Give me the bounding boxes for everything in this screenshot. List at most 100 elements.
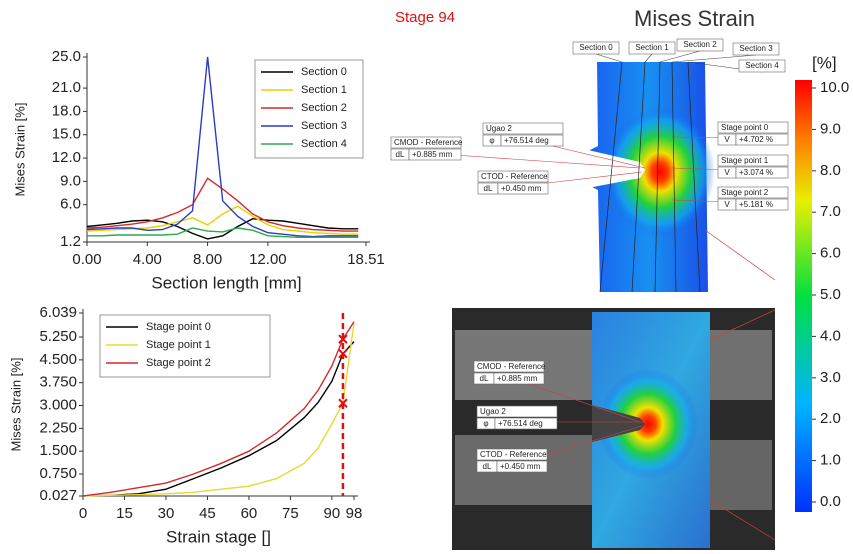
colorbar [795, 80, 812, 512]
y-tick-label: 6.039 [39, 304, 77, 321]
annotation-title: CMOD - Reference [477, 362, 546, 371]
colorbar-tick-label: 10.0 [820, 79, 849, 96]
annotation-symbol: dL [396, 150, 405, 159]
colorbar-tick-label: 3.0 [820, 369, 841, 386]
legend-label: Stage point 1 [146, 339, 211, 351]
y-tick-label: 3.750 [39, 374, 77, 391]
annotation-title: Ugao 2 [486, 124, 512, 133]
y-axis-title: Mises Strain [%] [12, 103, 27, 197]
y-tick-label: 15.0 [52, 126, 81, 143]
annotation-title-box [717, 154, 789, 167]
x-tick-label: 15 [116, 505, 133, 522]
annotation-title: Stage point 0 [721, 123, 769, 132]
section-leader [595, 53, 623, 63]
x-tick-label: 75 [282, 505, 299, 522]
x-tick-label: 30 [158, 505, 175, 522]
section-label-box [572, 41, 620, 55]
x-tick-label: 0.00 [72, 251, 101, 268]
annotation-cell [493, 372, 545, 385]
stage-marker [338, 398, 348, 408]
stage-marker [338, 348, 348, 359]
annotation-symbol: φ [483, 419, 488, 428]
legend-label: Section 0 [301, 66, 347, 78]
annotation-title-box [476, 405, 558, 418]
annotation-cell [735, 166, 789, 179]
annotation-value: +5.181 % [739, 200, 773, 209]
y-tick-label: 18.0 [52, 102, 81, 119]
annotation-title-box [476, 448, 548, 461]
x-tick-label: 60 [241, 505, 258, 522]
colorbar-tick-label: 9.0 [820, 120, 841, 137]
legend-label: Stage point 2 [146, 357, 211, 369]
annotation-cell [408, 148, 462, 161]
y-tick-label: 12.0 [52, 149, 81, 166]
section-label: Section 1 [635, 43, 669, 52]
section-label: Section 3 [739, 44, 773, 53]
colorbar-tick-label: 2.0 [820, 410, 841, 427]
x-tick-label: 90 [324, 505, 341, 522]
guide-line [704, 229, 776, 281]
y-tick-label: 6.0 [60, 196, 81, 213]
section-line [654, 61, 661, 293]
annotation-cell [497, 182, 549, 195]
y-tick-label: 21.0 [52, 79, 81, 96]
annotation-value: +0.450 mm [500, 462, 541, 471]
series-line [82, 323, 355, 497]
grip [710, 330, 772, 400]
section-label-box [676, 38, 724, 52]
annotation-title: Ugao 2 [480, 407, 506, 416]
x-tick-label: 45 [199, 505, 216, 522]
series-line [86, 177, 359, 232]
section-line [671, 61, 677, 293]
section-label-box [732, 42, 780, 56]
legend-label: Section 3 [301, 120, 347, 132]
x-tick-label: 98 [346, 505, 363, 522]
grip [710, 440, 772, 510]
section-label: Section 0 [579, 43, 613, 52]
x-tick-label: 4.00 [133, 251, 162, 268]
legend-box [254, 59, 364, 159]
image-title: Mises Strain [634, 6, 755, 31]
section-line [631, 61, 646, 293]
legend-label: Section 2 [301, 102, 347, 114]
y-tick-label: 1.500 [39, 442, 77, 459]
guide-line [709, 309, 776, 341]
colorbar-title: [%] [812, 53, 837, 72]
annotation-value: +0.885 mm [497, 374, 538, 383]
section-label: Section 2 [683, 40, 717, 49]
annotation-cell [496, 460, 548, 473]
annotation-title-box [717, 186, 789, 199]
series-line [82, 321, 355, 497]
annotation-leader [508, 376, 641, 423]
annotation-cell [735, 133, 789, 146]
series-line [86, 205, 359, 235]
stage-label: Stage 94 [395, 9, 455, 26]
section-line [687, 61, 701, 293]
legend-box [99, 314, 271, 378]
top-image [588, 62, 776, 292]
legend-label: Section 1 [301, 84, 347, 96]
stage-marker [338, 334, 348, 344]
y-axis-title: Mises Strain [%] [8, 358, 23, 452]
y-tick-label: 25.0 [52, 48, 81, 65]
guide-line [709, 499, 776, 541]
series-line [82, 341, 355, 497]
annotation-title: CTOD - Reference [480, 450, 547, 459]
colorbar-tick-label: 8.0 [820, 162, 841, 179]
y-tick-label: 0.027 [39, 487, 77, 504]
colorbar-tick-label: 7.0 [820, 203, 841, 220]
annotation-title-box [717, 121, 789, 134]
x-axis-title: Strain stage [] [166, 527, 271, 546]
section-label-box [628, 41, 676, 55]
section-line [599, 61, 623, 293]
annotation-title: Stage point 1 [721, 156, 769, 165]
x-tick-label: 0 [79, 505, 87, 522]
section-leader [644, 53, 653, 63]
annotation-title: CTOD - Reference [481, 172, 548, 181]
annotation-symbol: V [724, 168, 730, 177]
colorbar-tick-label: 4.0 [820, 327, 841, 344]
annotation-symbol: V [724, 135, 730, 144]
y-tick-label: 4.500 [39, 351, 77, 368]
annotation-title: CMOD - Reference [394, 138, 463, 147]
legend-label: Section 4 [301, 138, 347, 150]
